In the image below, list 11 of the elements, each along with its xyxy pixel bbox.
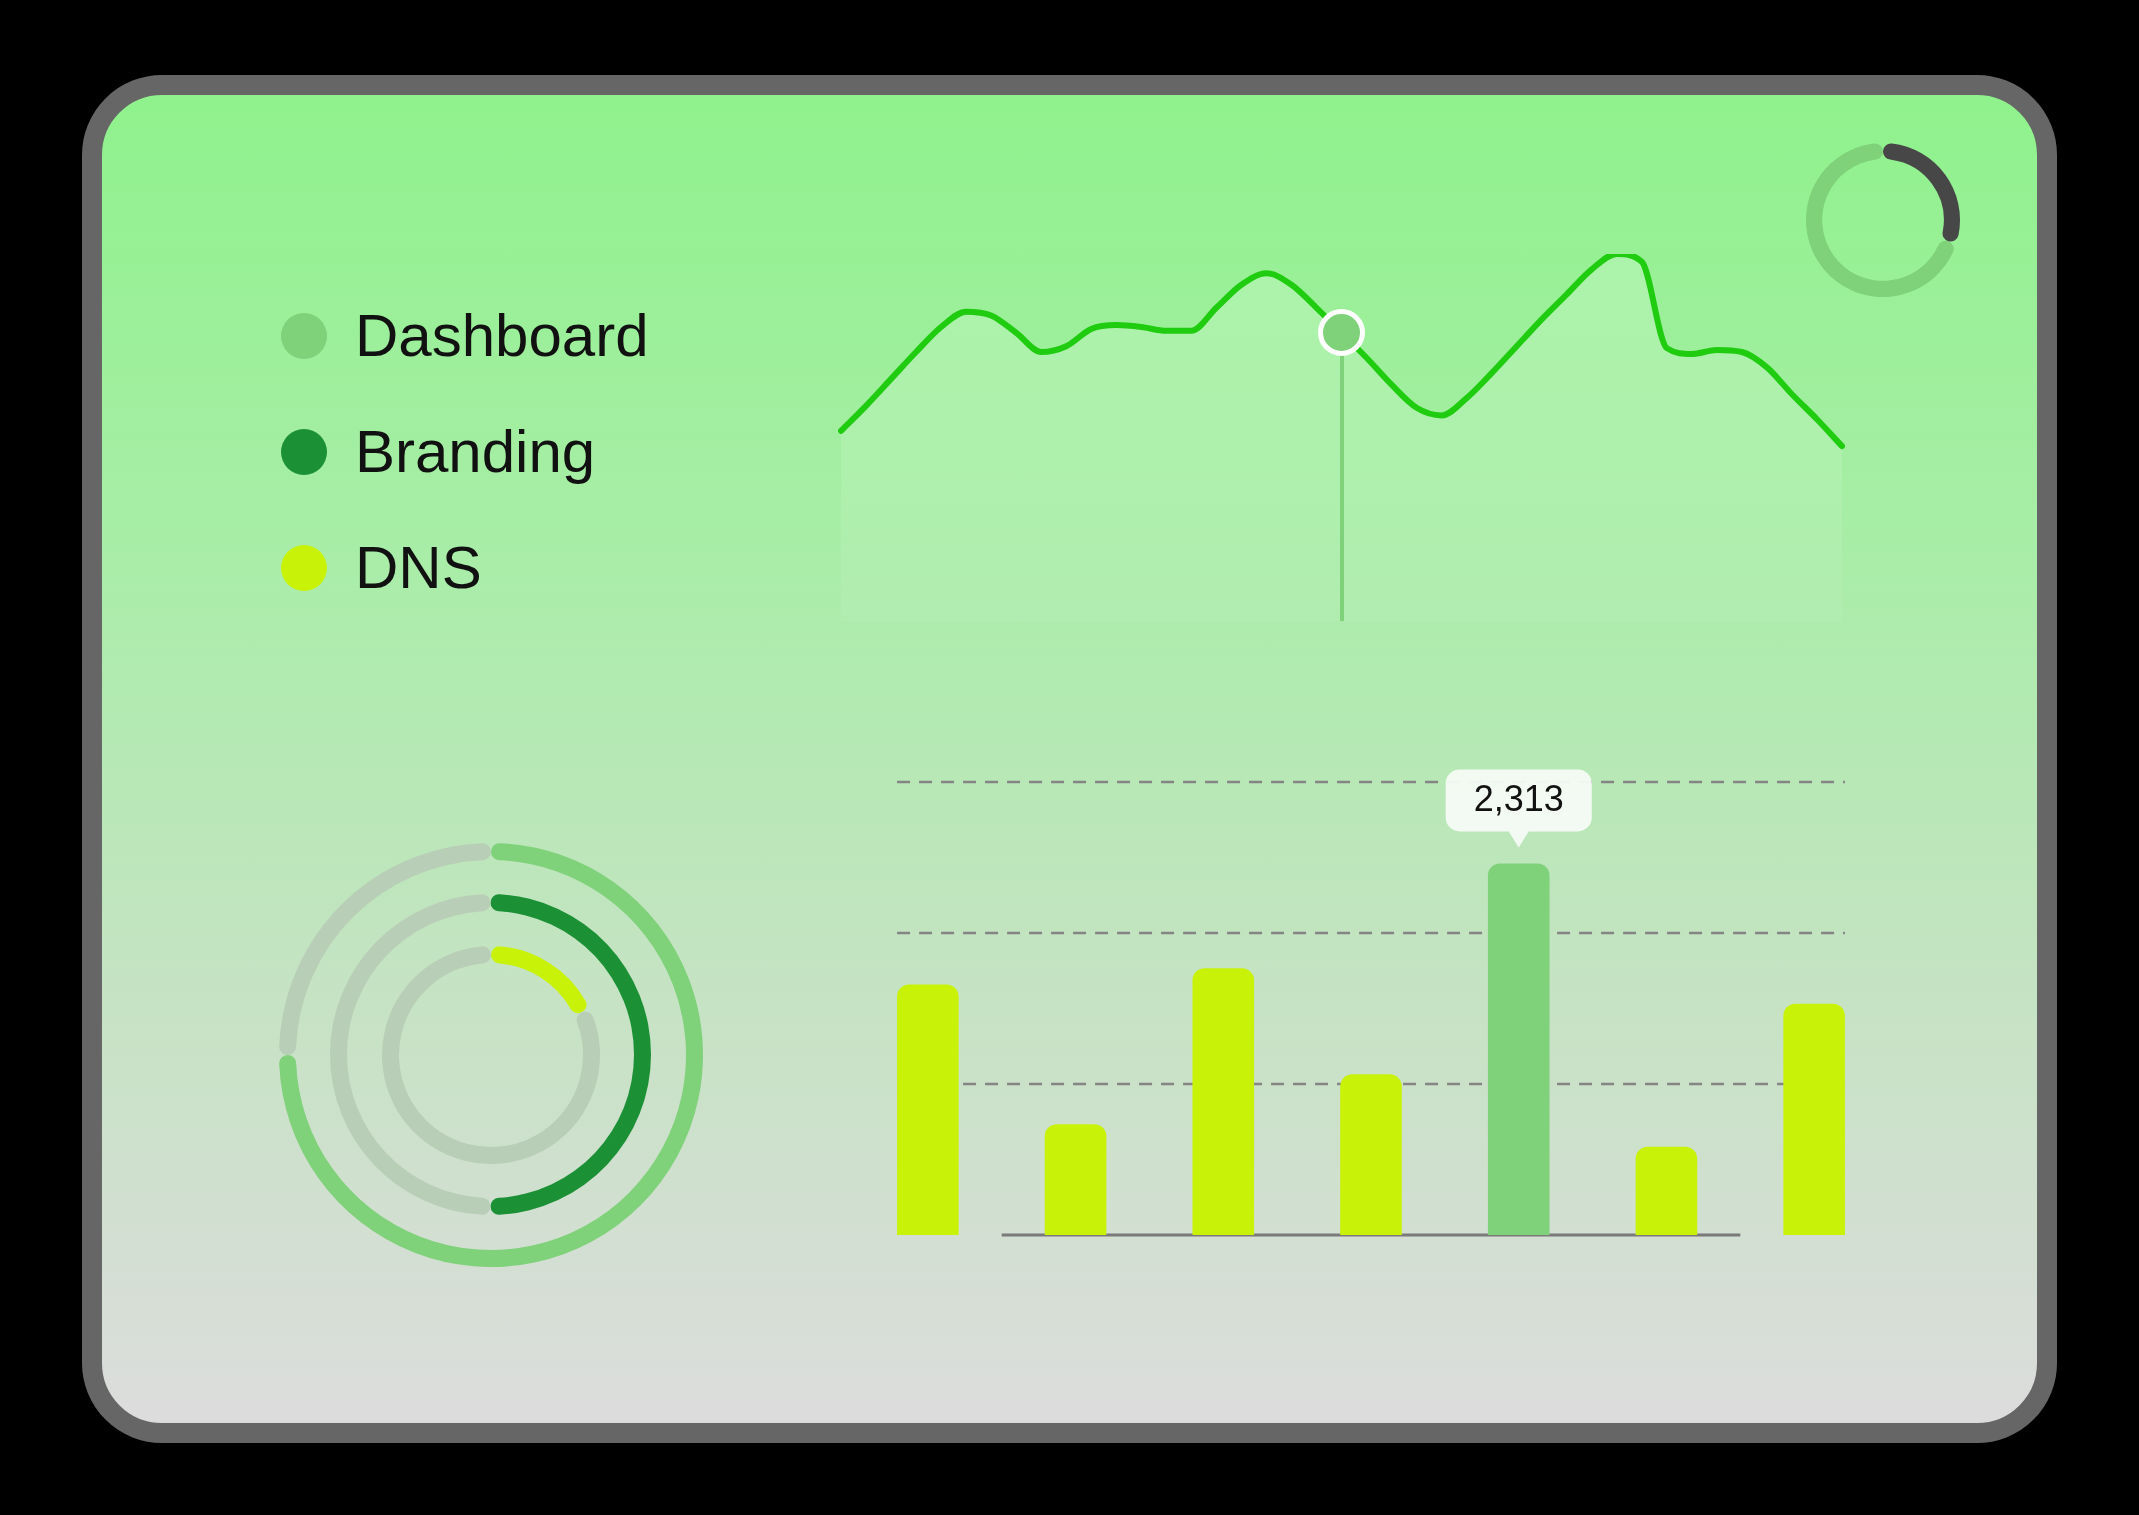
data-label: 2,313 xyxy=(1473,778,1564,820)
bar xyxy=(1340,1074,1402,1235)
bar xyxy=(1487,863,1550,1235)
legend-label: DNS xyxy=(355,534,482,601)
legend-label: Branding xyxy=(355,418,596,485)
bar xyxy=(1783,1003,1845,1235)
legend-label: Dashboard xyxy=(355,302,649,369)
bar xyxy=(1044,1124,1107,1235)
bar xyxy=(897,984,959,1235)
bar xyxy=(1192,968,1255,1235)
bar xyxy=(1635,1146,1698,1235)
